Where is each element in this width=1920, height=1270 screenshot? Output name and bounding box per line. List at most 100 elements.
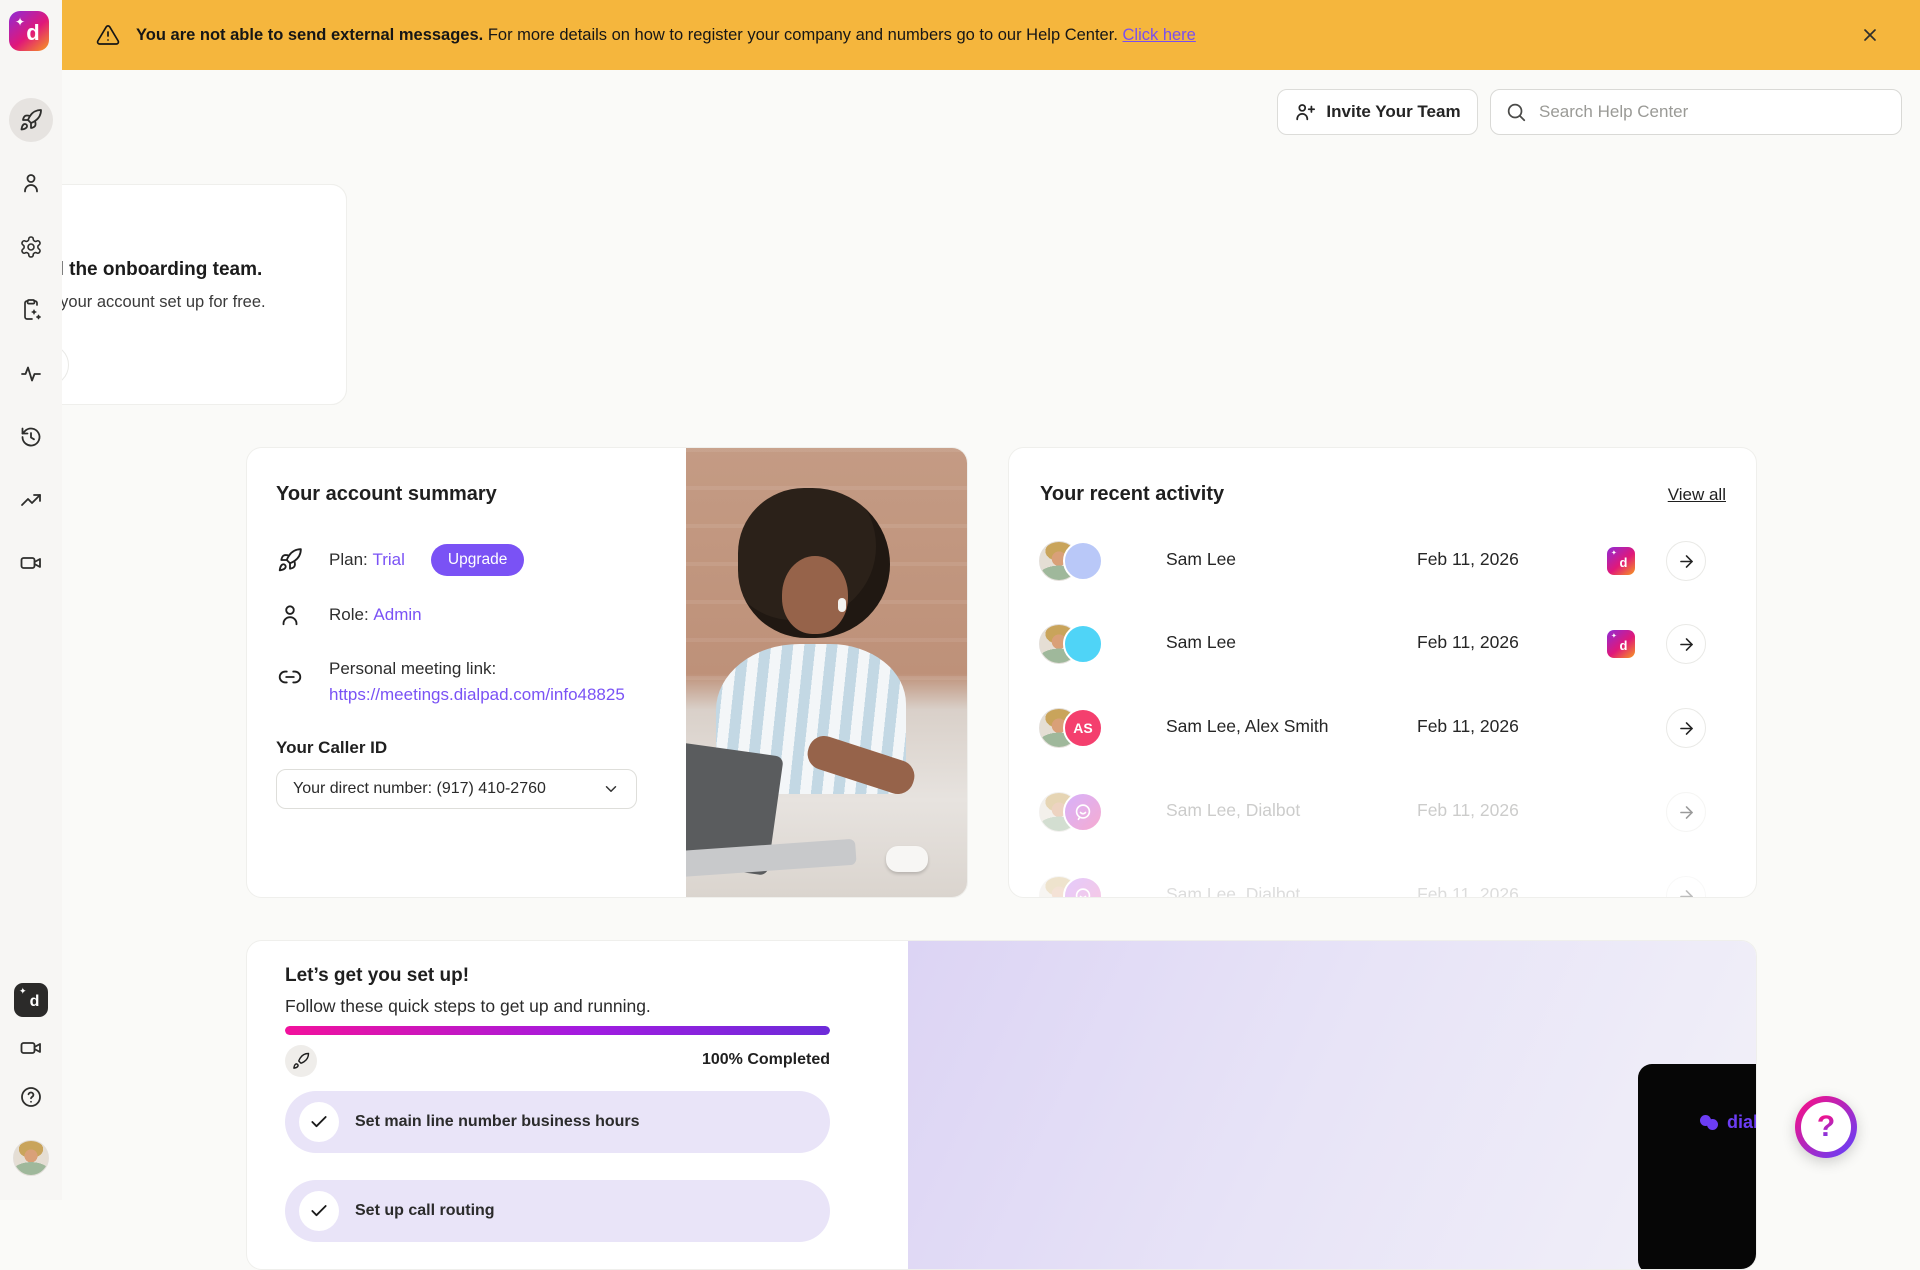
role-value: Admin bbox=[373, 605, 422, 624]
avatar-pair bbox=[1039, 624, 1105, 664]
caller-id-label: Your Caller ID bbox=[276, 738, 388, 757]
laptop-screen-mockup: dialpad bbox=[1638, 1064, 1756, 1269]
dialpad-wordmark: dialpad bbox=[1700, 1112, 1756, 1133]
sidebar-item-video[interactable] bbox=[9, 1026, 53, 1070]
recent-activity-title: Your recent activity bbox=[1040, 483, 1225, 505]
setup-card: dialpad Let’s get you set up! Follow the… bbox=[246, 940, 1757, 1270]
plan-label: Plan: Trial bbox=[329, 550, 405, 569]
help-fab-button[interactable]: ? bbox=[1795, 1096, 1857, 1158]
recent-activity-card: Your recent activity View all Sam Lee Fe… bbox=[1008, 447, 1757, 898]
sidebar: ✦ d ✦ d bbox=[0, 0, 62, 1200]
activity-date: Feb 11, 2026 bbox=[1417, 800, 1519, 820]
setup-step-label: Set main line number business hours bbox=[355, 1113, 640, 1130]
setup-subtitle: Follow these quick steps to get up and r… bbox=[285, 996, 651, 1016]
setup-progress-bar bbox=[285, 1026, 830, 1035]
warning-banner: You are not able to send external messag… bbox=[62, 0, 1920, 70]
card-title: Call the onboarding team. bbox=[29, 259, 263, 280]
pulse-icon bbox=[19, 361, 43, 385]
activity-row[interactable]: Sam Lee Feb 11, 2026 ✦ d bbox=[1009, 610, 1756, 678]
dialbot-avatar bbox=[1063, 792, 1103, 832]
video-camera-icon bbox=[19, 1036, 43, 1060]
history-icon bbox=[19, 425, 43, 449]
activity-name: Sam Lee bbox=[1166, 632, 1237, 652]
activity-date: Feb 11, 2026 bbox=[1417, 549, 1519, 569]
setup-illustration-panel: dialpad bbox=[908, 941, 1756, 1269]
meeting-link-url[interactable]: https://meetings.dialpad.com/info48825 bbox=[329, 684, 625, 704]
search-icon bbox=[1505, 101, 1527, 123]
sidebar-item-meetings[interactable] bbox=[9, 541, 53, 585]
activity-date: Feb 11, 2026 bbox=[1417, 632, 1519, 652]
activity-name: Sam Lee bbox=[1166, 549, 1237, 569]
clipboard-check-icon bbox=[29, 211, 318, 243]
sidebar-item-settings[interactable] bbox=[9, 225, 53, 269]
warning-triangle-icon bbox=[96, 23, 120, 47]
banner-click-here-link[interactable]: Click here bbox=[1122, 25, 1196, 44]
question-circle-icon bbox=[19, 1085, 43, 1109]
sidebar-item-history[interactable] bbox=[9, 415, 53, 459]
avatar-pair bbox=[1039, 541, 1105, 581]
arrow-right-icon bbox=[1677, 803, 1696, 822]
dialpad-badge-icon: ✦ d bbox=[1607, 630, 1635, 658]
account-summary-card: Your account summary Plan: Trial Upgrade… bbox=[246, 447, 968, 898]
plan-value: Trial bbox=[372, 550, 405, 569]
activity-arrow-button[interactable] bbox=[1666, 792, 1706, 832]
banner-close-button[interactable] bbox=[1854, 19, 1886, 51]
activity-arrow-button[interactable] bbox=[1666, 624, 1706, 664]
activity-arrow-button[interactable] bbox=[1666, 876, 1706, 897]
meeting-link-block: Personal meeting link: https://meetings.… bbox=[329, 659, 625, 704]
account-summary-title: Your account summary bbox=[276, 483, 497, 505]
check-icon bbox=[299, 1191, 339, 1231]
profile-avatar[interactable] bbox=[13, 1140, 49, 1176]
arrow-right-icon bbox=[1677, 635, 1696, 654]
search-input[interactable] bbox=[1539, 102, 1887, 122]
dialpad-app-icon[interactable]: ✦ d bbox=[14, 983, 48, 1017]
activity-row[interactable]: Sam Lee Feb 11, 2026 ✦ d bbox=[1009, 527, 1756, 595]
role-label: Role: Admin bbox=[329, 605, 422, 624]
check-icon bbox=[299, 1102, 339, 1142]
sidebar-item-home[interactable] bbox=[9, 98, 53, 142]
sparkle-icon: ✦ bbox=[15, 15, 26, 29]
dialpad-logo: ✦ d bbox=[9, 11, 49, 51]
activity-name: Sam Lee, Dialbot bbox=[1166, 884, 1301, 898]
link-icon bbox=[277, 664, 303, 690]
activity-date: Feb 11, 2026 bbox=[1417, 716, 1519, 736]
dialpad-glyph-icon bbox=[1700, 1114, 1720, 1131]
view-all-link[interactable]: View all bbox=[1667, 485, 1726, 504]
plan-row: Plan: Trial Upgrade bbox=[277, 544, 525, 576]
setup-progress-label: 100% Completed bbox=[701, 1051, 830, 1068]
caller-id-select[interactable]: Your direct number: (917) 410-2760 bbox=[276, 769, 637, 809]
avatar-pair: AS bbox=[1039, 708, 1105, 748]
upgrade-button[interactable]: Upgrade bbox=[430, 544, 525, 576]
caller-id-value: Your direct number: (917) 410-2760 bbox=[293, 780, 546, 797]
arrow-right-icon bbox=[1677, 719, 1696, 738]
activity-arrow-button[interactable] bbox=[1666, 541, 1706, 581]
sidebar-item-ai-notes[interactable] bbox=[9, 288, 53, 332]
trending-up-icon bbox=[19, 488, 43, 512]
activity-row[interactable]: Sam Lee, Dialbot Feb 11, 2026 bbox=[1009, 862, 1756, 898]
gear-icon bbox=[19, 235, 43, 259]
avatar bbox=[1063, 624, 1103, 664]
video-camera-icon bbox=[19, 551, 43, 575]
activity-date: Feb 11, 2026 bbox=[1417, 884, 1519, 898]
arrow-right-icon bbox=[1677, 552, 1696, 571]
user-plus-icon bbox=[1294, 101, 1316, 123]
setup-step-call-routing[interactable]: Set up call routing bbox=[285, 1180, 830, 1242]
avatar bbox=[1063, 541, 1103, 581]
activity-row[interactable]: Sam Lee, Dialbot Feb 11, 2026 bbox=[1009, 778, 1756, 846]
avatar-pair bbox=[1039, 792, 1105, 832]
sidebar-item-analytics[interactable] bbox=[9, 478, 53, 522]
setup-title: Let’s get you set up! bbox=[285, 965, 470, 986]
avatar-pair bbox=[1039, 876, 1105, 897]
ai-clipboard-icon bbox=[19, 298, 43, 322]
setup-step-business-hours[interactable]: Set main line number business hours bbox=[285, 1091, 830, 1153]
invite-your-team-button[interactable]: Invite Your Team bbox=[1277, 89, 1478, 135]
activity-row[interactable]: AS Sam Lee, Alex Smith Feb 11, 2026 bbox=[1009, 694, 1756, 762]
rocket-icon bbox=[19, 108, 43, 132]
help-center-search[interactable] bbox=[1490, 89, 1902, 135]
role-row: Role: Admin bbox=[277, 602, 422, 628]
sidebar-item-help[interactable] bbox=[9, 1075, 53, 1119]
sidebar-item-activity[interactable] bbox=[9, 351, 53, 395]
sidebar-item-contacts[interactable] bbox=[9, 161, 53, 205]
activity-arrow-button[interactable] bbox=[1666, 708, 1706, 748]
account-summary-photo bbox=[686, 448, 967, 897]
